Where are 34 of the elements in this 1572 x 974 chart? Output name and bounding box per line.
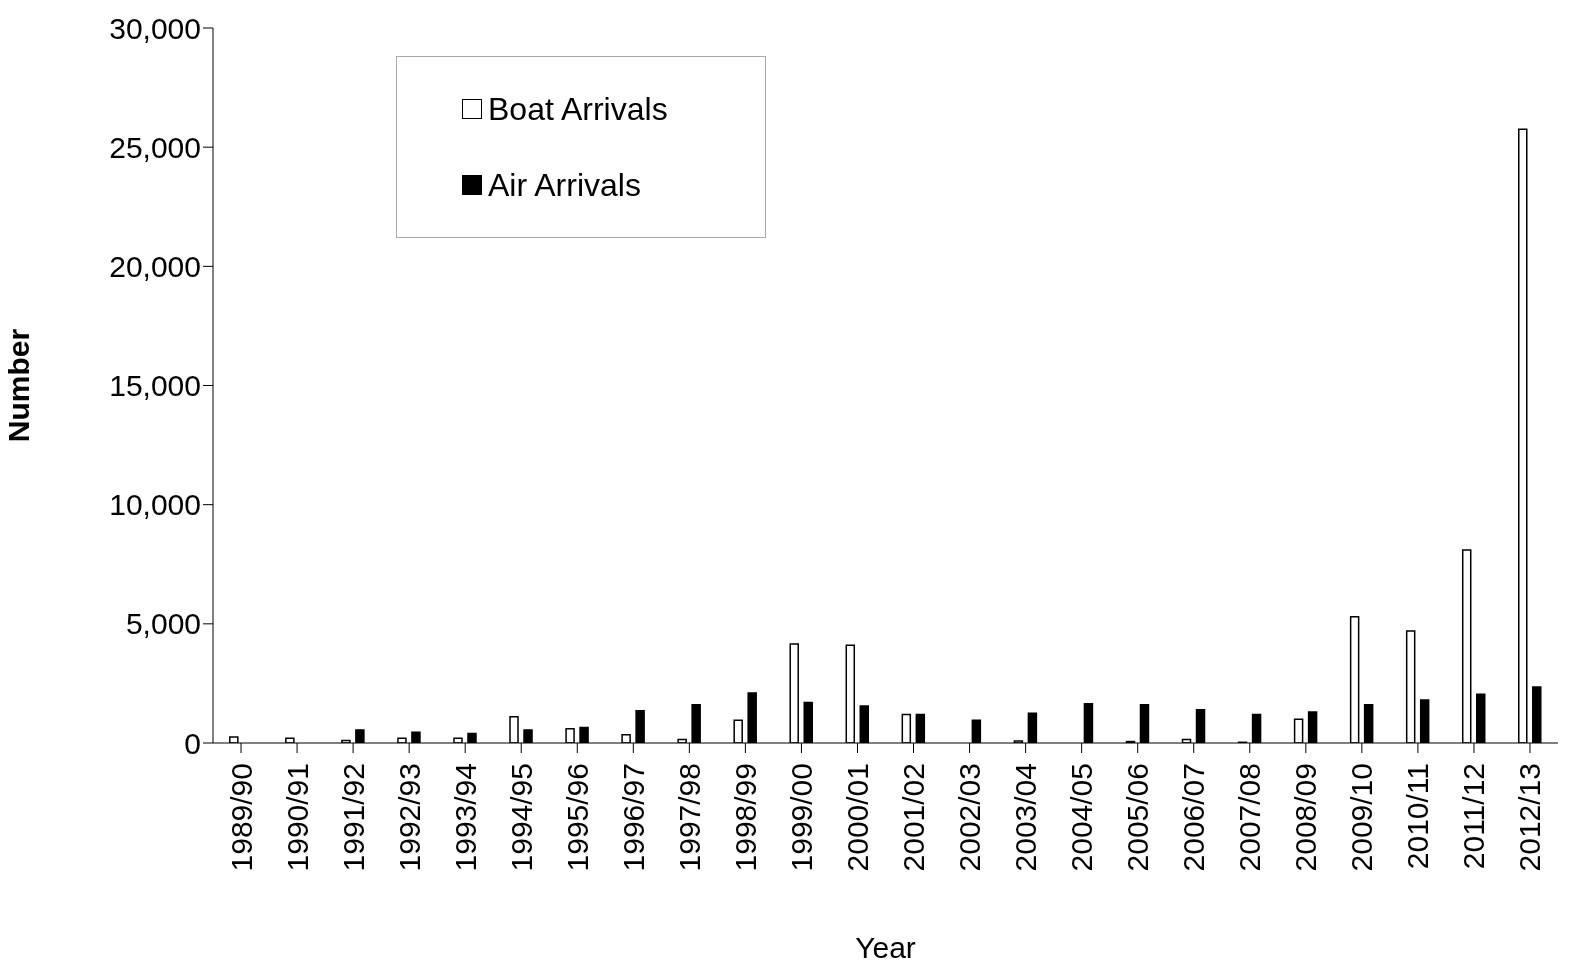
y-tick-label: 10,000 [109,488,201,522]
x-tick-label: 2005/06 [1121,763,1155,872]
x-tick-label: 1998/99 [728,763,762,872]
x-tick-label: 1999/00 [784,763,818,872]
x-tick-label: 1996/97 [616,763,650,872]
x-tick-label: 1992/93 [392,763,426,872]
x-tick-label: 2011/12 [1457,763,1491,870]
x-tick-label: 2007/08 [1233,763,1267,872]
x-tick-label: 1997/98 [672,763,706,872]
x-axis-title: Year [855,931,916,964]
x-tick-label: 2000/01 [840,763,874,872]
x-tick-label: 2004/05 [1065,763,1099,872]
y-tick-label: 30,000 [109,11,201,45]
x-tick-label: 1991/92 [336,763,370,872]
x-tick-label: 1993/94 [448,763,482,872]
x-tick-label: 2010/11 [1401,763,1435,870]
x-tick-label: 2009/10 [1345,763,1379,872]
y-tick-label: 25,000 [109,130,201,164]
x-tick-label: 1989/90 [224,763,258,872]
x-tick-label: 1995/96 [560,763,594,872]
y-tick-label: 15,000 [109,369,201,403]
x-tick-label: 1990/91 [280,763,314,872]
x-tick-label: 2002/03 [953,763,987,872]
x-tick-label: 2001/02 [897,763,931,872]
x-tick-label: 2012/13 [1513,763,1547,872]
y-tick-label: 0 [184,726,201,760]
x-tick-label: 2008/09 [1289,763,1323,872]
legend-label: Boat Arrivals [488,90,668,128]
legend-label: Air Arrivals [488,166,641,204]
x-tick-label: 2003/04 [1009,763,1043,872]
y-tick-label: 20,000 [109,249,201,283]
x-tick-label: 2006/07 [1177,763,1211,872]
y-tick-label: 5,000 [125,607,201,641]
x-tick-label: 1994/95 [504,763,538,872]
